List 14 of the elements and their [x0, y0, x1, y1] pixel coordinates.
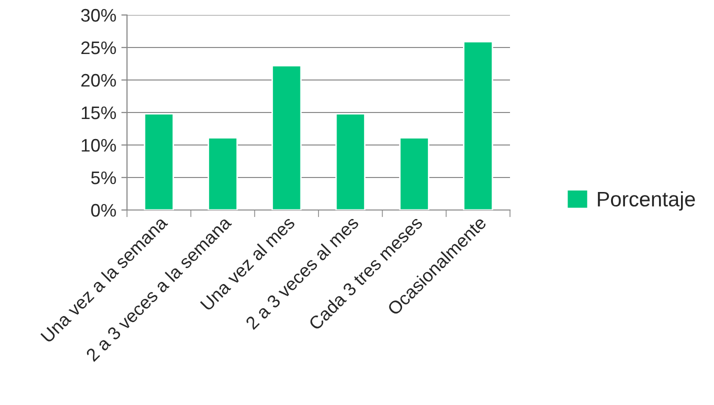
- bar: [144, 113, 174, 210]
- bar: [208, 137, 238, 210]
- y-tick-label: 25%: [81, 41, 116, 54]
- y-tick-label: 30%: [81, 8, 116, 22]
- bar: [335, 113, 366, 210]
- y-tick-label: 0%: [91, 204, 116, 217]
- legend-label: Porcentaje: [598, 191, 695, 211]
- y-tick-label: 10%: [82, 138, 116, 152]
- y-tick-label: 5%: [91, 172, 116, 184]
- bar: [463, 40, 494, 210]
- y-tick-label: 15%: [82, 106, 116, 120]
- y-tick-label: 20%: [81, 74, 116, 87]
- bar: [399, 137, 430, 210]
- bar: [272, 65, 302, 210]
